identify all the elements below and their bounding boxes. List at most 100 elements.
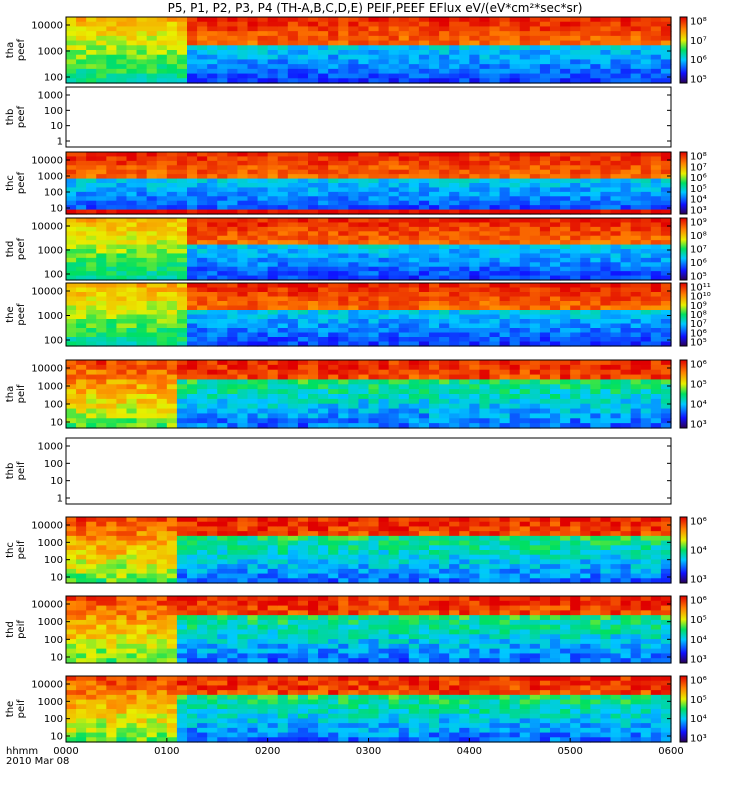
colorbar-label: 10³: [690, 420, 707, 431]
colorbar-label: 10⁸: [690, 152, 707, 163]
ytick-label: 10: [50, 418, 63, 429]
ylabel-tha_peef: thapeef: [5, 38, 27, 61]
ytick-label: 100: [44, 459, 63, 470]
plot-frame-tha_peif: [65, 359, 672, 429]
colorbar-label: 10⁶: [690, 360, 707, 371]
colorbar-thd_peif: 10⁶ 10⁵ 10⁴ 10³: [679, 595, 707, 666]
ylabel-thb_peif: thbpeif: [5, 461, 27, 480]
colorbar-label: 10⁵: [690, 272, 707, 283]
ytick-label: 100: [44, 635, 63, 646]
colorbar-label: 10⁴: [690, 714, 707, 725]
colorbar-label: 10⁵: [690, 615, 707, 626]
colorbar-label: 10⁵: [690, 695, 707, 706]
ytick-label: 1000: [38, 382, 63, 393]
ytick-label: 10: [50, 121, 63, 132]
xtick-label: 0200: [255, 746, 280, 757]
colorbar-label: 10⁴: [690, 400, 707, 411]
colorbar-label: 10⁴: [690, 546, 707, 557]
panel-tha_peif: thapeif 10000 1000 100 10 10⁶ 10⁵ 10⁴ 10³: [5, 359, 707, 431]
ytick-label: 1: [57, 137, 63, 148]
colorbar-label: 10³: [690, 655, 707, 666]
xtick-label: 0400: [457, 746, 482, 757]
panel-thd_peef: thdpeef 10000 1000 100 10⁹ 10⁸ 10⁷ 10⁶ 10⁵: [5, 217, 707, 283]
ytick-label: 100: [44, 270, 63, 281]
ytick-label: 10000: [31, 287, 63, 298]
xtick-label: 0300: [356, 746, 381, 757]
ytick-label: 100: [44, 714, 63, 725]
colorbar-label: 10⁶: [690, 55, 707, 66]
xtick-label: 0000: [53, 746, 78, 757]
panel-thb_peef: thbpeef 1000 100 10 1: [5, 86, 672, 148]
ytick-label: 100: [44, 106, 63, 117]
colorbar-label: 10⁶: [690, 676, 707, 687]
colorbar-thd_peef: 10⁹ 10⁸ 10⁷ 10⁶ 10⁵: [679, 217, 707, 283]
ytick-label: 1000: [38, 538, 63, 549]
ylabel-thc_peef: thcpeef: [5, 171, 27, 194]
ytick-label: 10000: [31, 21, 63, 32]
plot-frame-tha_peef: [65, 16, 672, 84]
colorbar-label: 10⁶: [690, 173, 707, 184]
plot-frame-thb_peef: [65, 86, 672, 148]
ytick-label: 10000: [31, 364, 63, 375]
plot-frame-thb_peif: [65, 437, 672, 505]
panel-thc_peif: thcpeif 10000 1000 100 10 10⁶ 10⁴ 10³: [5, 516, 707, 586]
colorbar-label: 10⁸: [690, 310, 707, 321]
panel-thd_peif: thdpeif 10000 1000 100 10 10⁶ 10⁵ 10⁴ 10³: [5, 595, 707, 666]
xtick-label: 0600: [658, 746, 683, 757]
ylabel-the_peef: thepeef: [5, 303, 27, 326]
colorbar-label: 10⁹: [690, 301, 707, 312]
colorbar-label: 10⁵: [690, 338, 707, 349]
heatmap-tha_peef: [66, 17, 672, 84]
heatmap-thc_peef: [66, 152, 672, 215]
ytick-label: 1000: [38, 47, 63, 58]
ytick-label: 1000: [38, 311, 63, 322]
colorbar-label: 10³: [690, 206, 707, 217]
colorbar-label: 10⁸: [690, 17, 707, 28]
ylabel-thd_peef: thdpeef: [5, 237, 27, 260]
ylabel-thc_peif: thcpeif: [5, 540, 27, 559]
colorbar-label: 10³: [690, 575, 707, 586]
ylabel-thb_peef: thbpeef: [5, 105, 27, 128]
colorbar-tha_peif: 10⁶ 10⁵ 10⁴ 10³: [679, 359, 707, 431]
ytick-label: 1000: [38, 246, 63, 257]
heatmap-the_peef: [66, 283, 672, 347]
ylabel-the_peif: thepeif: [5, 699, 27, 718]
panel-the_peif: thepeif 10000 1000 100 10 10⁶ 10⁵ 10⁴ 10³: [5, 675, 707, 745]
colorbar-label: 10⁷: [690, 319, 707, 330]
colorbar-label: 10⁶: [690, 596, 707, 607]
xtick-label: 0500: [557, 746, 582, 757]
panel-the_peef: thepeef 10000 1000 100 10¹¹10¹⁰10⁹10⁸10⁷10⁶1…: [5, 282, 711, 349]
colorbar-label: 10⁶: [690, 517, 707, 528]
colorbar-label: 10⁵: [690, 75, 707, 86]
colorbar-label: 10¹⁰: [690, 292, 711, 303]
ytick-label: 1000: [38, 91, 63, 102]
ytick-label: 100: [44, 336, 63, 347]
panel-thb_peif: thbpeif 1000 100 10 1: [5, 437, 672, 505]
colorbar-label: 10⁶: [690, 328, 707, 339]
plot-frame-thc_peef: [65, 151, 672, 215]
colorbar-label: 10⁴: [690, 635, 707, 646]
xtick-label: 0100: [154, 746, 179, 757]
colorbar-the_peif: 10⁶ 10⁵ 10⁴ 10³: [679, 675, 707, 745]
colorbar-thc_peif: 10⁶ 10⁴ 10³: [679, 516, 707, 586]
ytick-label: 10000: [31, 600, 63, 611]
ytick-label: 1000: [38, 617, 63, 628]
panel-tha_peef: thapeef 10000 1000 100 10⁸ 10⁷ 10⁶ 10⁵: [5, 16, 707, 86]
heatmap-the_peif: [66, 676, 672, 743]
colorbar-label: 10⁵: [690, 184, 707, 195]
ytick-label: 100: [44, 555, 63, 566]
colorbar-label: 10⁴: [690, 195, 707, 206]
ytick-label: 10: [50, 732, 63, 743]
colorbar-label: 10⁸: [690, 231, 707, 242]
ytick-label: 100: [44, 188, 63, 199]
ytick-label: 1000: [38, 697, 63, 708]
colorbar-label: 10⁶: [690, 258, 707, 269]
ylabel-thd_peif: thdpeif: [5, 620, 27, 639]
ylabel-tha_peif: thapeif: [5, 384, 27, 403]
ytick-label: 100: [44, 400, 63, 411]
colorbar-label: 10⁵: [690, 380, 707, 391]
plot-frame-thc_peif: [65, 516, 672, 584]
